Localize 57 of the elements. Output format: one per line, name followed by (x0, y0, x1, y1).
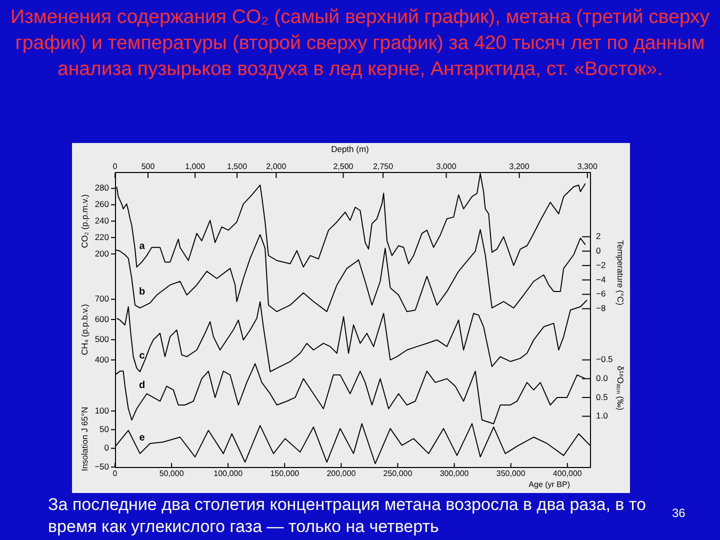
x-tick-label: 350,000 (496, 469, 526, 478)
y-tick-label: 100 (94, 405, 110, 416)
x-tick-label: 100,000 (214, 469, 244, 478)
series-label: a (139, 240, 146, 252)
y2-tick-label: −4 (596, 274, 606, 284)
x-tick-label: 400,000 (552, 469, 582, 478)
text: 36 (672, 506, 686, 520)
text: 3,000 (436, 162, 457, 172)
text: 2,500 (333, 162, 354, 172)
y2-tick-label: 0 (596, 245, 601, 256)
text: 2,750 (373, 162, 394, 172)
x-tick-label: 200,000 (326, 469, 356, 478)
y3-axis-title: CH₄ (p.p.b.v.) (79, 304, 90, 356)
x-tick-label: 300,000 (440, 469, 470, 478)
y-tick-label: 280 (94, 182, 110, 193)
x-axis-title: Age (yr BP) (528, 480, 570, 490)
x-tick-label: 50,000 (159, 469, 184, 478)
y2-tick-label: 1.0 (596, 410, 608, 421)
y2-tick-label: 0.5 (596, 392, 608, 402)
text: 3,300 (577, 162, 598, 172)
series-label: e (139, 432, 146, 444)
y3-tick-label: 400 (94, 354, 110, 364)
text: Depth (m) (330, 144, 370, 154)
chart-title: Изменения содержания CO₂ (самый верхний график), метана (третий сверху график) и температуры (второй сверху график) за 420 тысяч лет по данным анализа пузырьков воздуха в лед керне, Антарктида, ст. «Восток». (9, 5, 711, 82)
y3-tick-label: 500 (94, 334, 110, 344)
y2-axis-title: δ¹⁸Oₐₜₘ (‰) (616, 366, 626, 410)
y2-tick-label: −8 (596, 303, 606, 314)
x-tick-label: 150,000 (270, 469, 300, 478)
y-tick-label: 260 (94, 199, 110, 210)
y-tick-label: 220 (94, 232, 110, 242)
y-tick-label: 0 (104, 442, 110, 453)
series-label: b (138, 286, 146, 298)
text: За последние два столетия концентрация метана возросла в два раза, в то время как углекислого газа — только на четверть (48, 494, 647, 538)
x-tick-label: 250,000 (383, 469, 413, 478)
text: 1,500 (227, 162, 248, 172)
text: 0 (112, 162, 118, 172)
x-tick-label: 0 (112, 469, 118, 478)
y2-tick-label: 2 (596, 231, 601, 242)
y2-axis-title: Temperature (°C) (616, 240, 626, 306)
series-label: d (138, 380, 146, 391)
text: 1,000 (185, 162, 206, 172)
y-tick-label: 240 (94, 216, 110, 226)
y-axis-title: Insolation J 65°N (79, 406, 90, 472)
y3-tick-label: 600 (94, 314, 110, 324)
text: 2,000 (266, 162, 287, 172)
y-axis-title: CO₂ (p.p.m.v.) (79, 194, 90, 248)
series-label: c (139, 350, 146, 362)
y-tick-label: 50 (100, 424, 110, 434)
y3-tick-label: 700 (94, 294, 110, 304)
text: 500 (141, 162, 156, 172)
y2-tick-label: −6 (596, 288, 606, 299)
y-tick-label: 200 (94, 248, 110, 258)
y-tick-label: −50 (94, 461, 110, 472)
y2-tick-label: −0.5 (596, 354, 614, 364)
text: 3,200 (509, 162, 530, 172)
y2-tick-label: −2 (596, 260, 606, 270)
y2-tick-label: 0.0 (596, 373, 608, 384)
